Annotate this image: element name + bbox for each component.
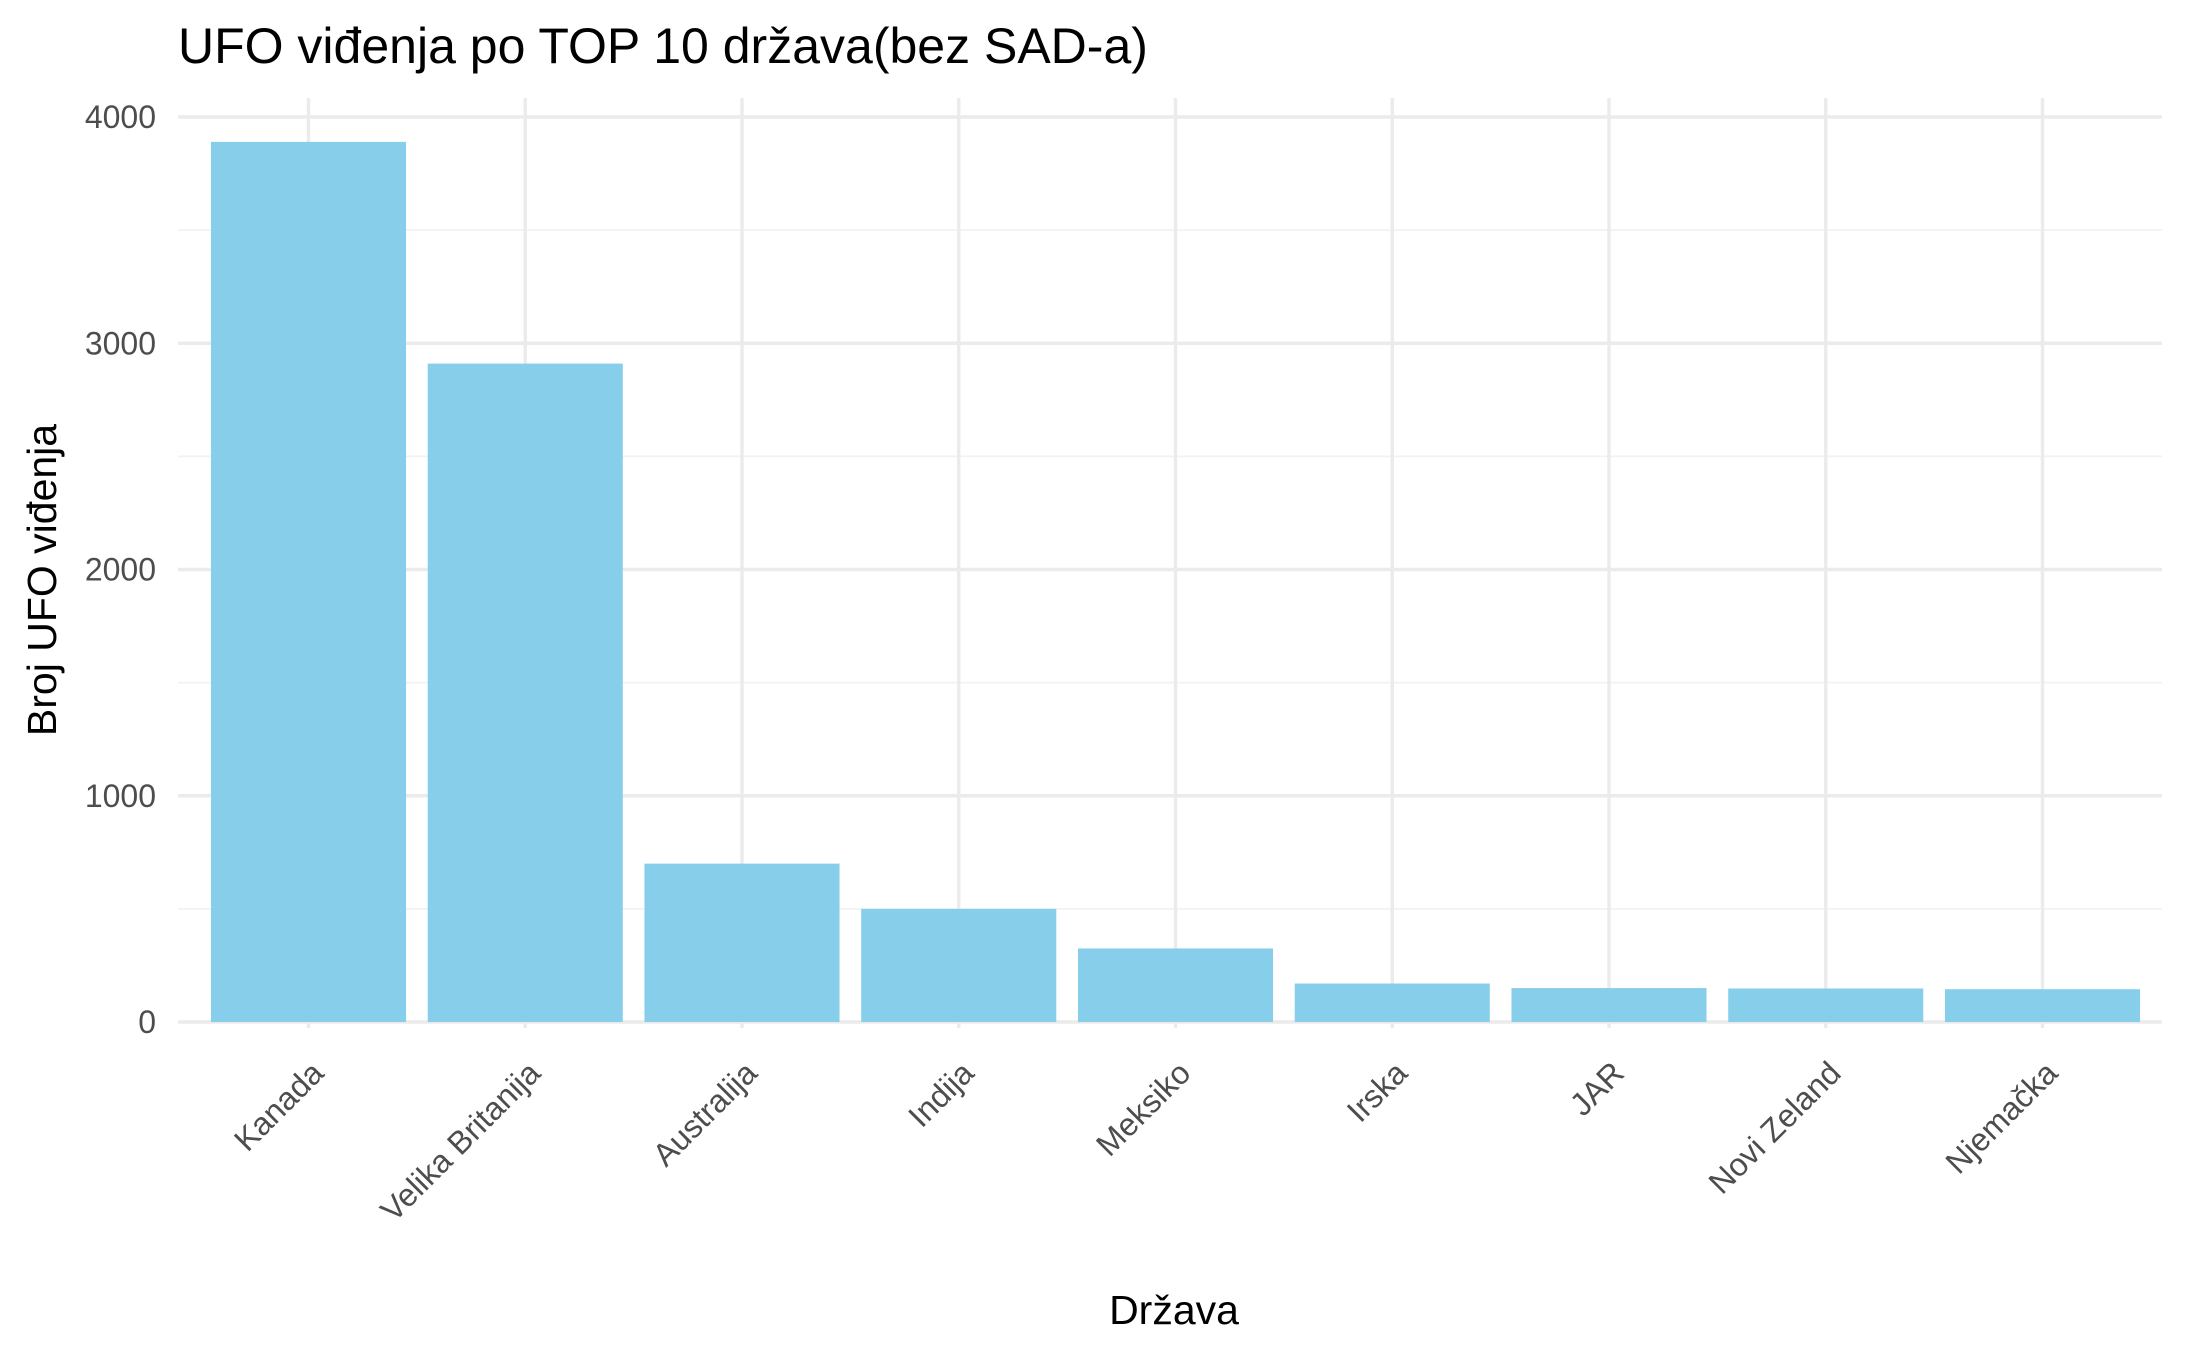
y-tick-label: 4000 xyxy=(85,99,156,135)
bar xyxy=(1728,988,1924,1022)
x-axis-title: Država xyxy=(1109,1287,1239,1333)
bar xyxy=(1077,948,1274,1022)
bar xyxy=(1944,989,2141,1022)
bar xyxy=(644,863,840,1022)
bar xyxy=(210,141,407,1022)
x-tick-label: JAR xyxy=(1563,1054,1631,1122)
y-tick-label: 0 xyxy=(138,1004,156,1040)
x-tick-label: Kanada xyxy=(227,1054,331,1158)
y-tick-label: 1000 xyxy=(85,778,156,814)
x-tick-label: Novi Zeland xyxy=(1702,1054,1848,1200)
x-tick-label: Njemačka xyxy=(1938,1054,2064,1180)
x-tick-label: Velika Britanija xyxy=(373,1054,547,1228)
x-axis-ticks: Kanada Velika Britanija Australija Indija Me… xyxy=(227,1054,2065,1228)
bar xyxy=(1294,983,1490,1022)
x-tick-label: Australija xyxy=(645,1054,764,1173)
y-axis-title: Broj UFO viđenja xyxy=(19,424,65,736)
chart-title: UFO viđenja po TOP 10 država(bez SAD-a) xyxy=(178,18,1148,74)
bar xyxy=(427,363,623,1022)
x-tick-label: Irska xyxy=(1340,1054,1415,1129)
bar xyxy=(1511,988,1707,1022)
x-tick-label: Meksiko xyxy=(1089,1054,1197,1162)
y-tick-label: 2000 xyxy=(85,552,156,588)
y-tick-label: 3000 xyxy=(85,325,156,361)
bar xyxy=(861,908,1057,1022)
bars xyxy=(210,141,2141,1022)
x-tick-label: Indija xyxy=(901,1054,981,1134)
y-axis-ticks: 0 1000 2000 3000 4000 xyxy=(85,99,156,1040)
